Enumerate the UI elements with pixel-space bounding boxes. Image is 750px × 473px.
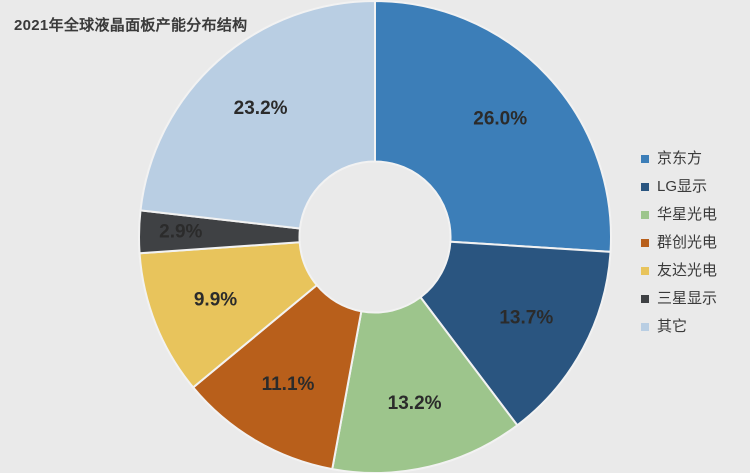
pie-slice-labels-group: 26.0% 13.7% 13.2% 11.1% 9.9% 2.9% 23.2% (159, 98, 553, 414)
pie-slices-group (138, 0, 612, 473)
pie-slice-value-label: 26.0% (473, 108, 527, 129)
legend-color-swatch-icon (641, 322, 649, 331)
legend-color-swatch-icon (641, 266, 649, 275)
legend-item[interactable]: 三星显示 (641, 288, 717, 309)
chart-title: 2021年全球液晶面板产能分布结构 (14, 17, 248, 34)
pie-slice-value-label: 23.2% (234, 98, 288, 119)
pie-slice-value-label: 13.7% (499, 307, 553, 328)
chart-legend: 京东方 LG显示华星光电群创光电友达光电三星显示其它 (641, 148, 717, 337)
pie-slice-value-label: 9.9% (194, 290, 237, 311)
legend-item-label: LG显示 (657, 178, 708, 195)
legend-item-label: 华星光电 (657, 206, 718, 223)
pie-slice[interactable] (419, 240, 612, 427)
legend-item-label: 其它 (657, 318, 688, 335)
legend-color-swatch-icon (641, 238, 649, 247)
legend-item[interactable]: 友达光电 (641, 260, 717, 281)
legend-item[interactable]: 京东方 (641, 148, 717, 169)
legend-item[interactable]: LG显示 (641, 176, 717, 197)
legend-item-label: 友达光电 (657, 262, 718, 279)
legend-item[interactable]: 华星光电 (641, 204, 717, 225)
pie-slice[interactable] (139, 0, 376, 230)
legend-item[interactable]: 其它 (641, 316, 717, 337)
legend-item[interactable]: 群创光电 (641, 232, 717, 253)
pie-slice-value-label: 13.2% (388, 393, 442, 414)
pie-slice-value-label: 11.1% (262, 374, 315, 395)
legend-item-label: 群创光电 (657, 234, 718, 251)
pie-slice[interactable] (138, 241, 319, 389)
pie-slice[interactable] (191, 283, 363, 471)
legend-color-swatch-icon (641, 294, 649, 303)
pie-slice[interactable] (374, 0, 612, 253)
pie-slice[interactable] (331, 295, 519, 473)
legend-color-swatch-icon (641, 210, 649, 219)
legend-item-label: 京东方 (657, 150, 703, 167)
legend-color-swatch-icon (641, 154, 649, 163)
pie-slice-value-label: 2.9% (159, 222, 202, 243)
legend-item-label: 三星显示 (657, 290, 718, 307)
legend-color-swatch-icon (641, 182, 649, 191)
